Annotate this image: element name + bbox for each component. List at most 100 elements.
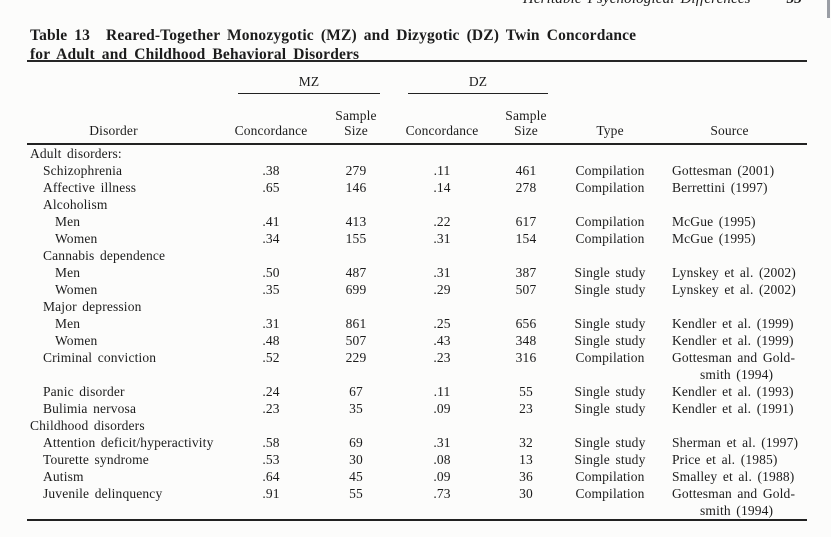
dz-concordance-value: .11: [433, 163, 451, 178]
mz-sample-size-value: 279: [345, 163, 367, 178]
disorder-label: Criminal conviction: [43, 350, 157, 365]
mz-concordance-value: .64: [262, 469, 280, 484]
mz-sample-size-value: 67: [349, 384, 363, 399]
type-value: Compilation: [575, 486, 645, 501]
disorder-label: Juvenile delinquency: [43, 486, 163, 501]
source-value: [652, 417, 807, 434]
table-row: Affective illness .65 146 .14 278 Compilation…: [27, 179, 807, 196]
table-row: Men .50 487 .31 387 Single study Lynskey et al…: [27, 264, 807, 281]
mz-concordance-value: [230, 144, 312, 162]
dz-concordance-value: .31: [433, 231, 451, 246]
dz-sample-size-value: [484, 298, 568, 315]
source-value: Sherman et al. (1997): [672, 435, 799, 450]
mz-sample-size-value: 155: [345, 231, 367, 246]
mz-concordance-value: .58: [262, 435, 280, 450]
dz-concordance-value: [400, 247, 484, 264]
running-head: Heritable Psychological Differences 33: [0, 0, 802, 8]
mz-sample-size-value: 861: [345, 316, 367, 331]
mz-group-header: MZ: [230, 68, 400, 94]
table-top-rule: [27, 60, 807, 62]
table-row: Adult disorders:: [27, 144, 807, 162]
disorder-label: Tourette syndrome: [43, 452, 149, 467]
disorder-label: Schizophrenia: [43, 163, 123, 178]
disorder-label: Women: [55, 282, 98, 297]
disorder-label: Alcoholism: [43, 197, 108, 212]
table-number-label: Table 13: [30, 27, 91, 44]
disorder-label: Women: [55, 231, 98, 246]
mz-concordance-value: .31: [262, 316, 280, 331]
page-number: 33: [787, 0, 802, 8]
mz-sample-size-value: 55: [349, 486, 363, 501]
mz-concordance-value: .23: [262, 401, 280, 416]
dz-sample-size-value: 617: [515, 214, 537, 229]
disorder-label: Major depression: [43, 299, 142, 314]
type-value: Compilation: [575, 163, 645, 178]
mz-concordance-value: [230, 196, 312, 213]
type-value: [568, 417, 652, 434]
disorder-label: Adult disorders:: [30, 146, 122, 161]
disorder-label: Cannabis dependence: [43, 248, 166, 263]
mz-sample-size-value: [312, 144, 400, 162]
dz-sample-size-value: 316: [515, 350, 537, 365]
dz-concordance-column-header: Concordance: [405, 123, 479, 138]
source-value: Gottesman (2001): [672, 163, 775, 178]
table-row: Men .31 861 .25 656 Single study Kendler et al…: [27, 315, 807, 332]
dz-sample-size-value: 55: [519, 384, 533, 399]
type-value: Single study: [574, 282, 646, 297]
dz-sample-size-value: [484, 247, 568, 264]
table-title-line2: for Adult and Childhood Behavioral Disor…: [30, 46, 360, 63]
dz-concordance-value: .09: [433, 401, 451, 416]
mz-sample-size-value: 507: [345, 333, 367, 348]
dz-concordance-value: .43: [433, 333, 451, 348]
running-head-title: Heritable Psychological Differences: [523, 0, 751, 8]
disorder-label: Panic disorder: [43, 384, 125, 399]
disorder-column-header: Disorder: [89, 123, 138, 138]
source-value: Berrettini (1997): [672, 180, 768, 195]
table-row: Alcoholism: [27, 196, 807, 213]
mz-sample-size-value: [312, 247, 400, 264]
type-value: Single study: [574, 401, 646, 416]
table-row: Panic disorder .24 67 .11 55 Single study Kend…: [27, 383, 807, 400]
table-row: Criminal conviction .52 229 .23 316 Compilati…: [27, 349, 807, 383]
mz-sample-size-value: [312, 298, 400, 315]
mz-concordance-value: [230, 298, 312, 315]
dz-sample-size-value: [484, 144, 568, 162]
mz-concordance-value: .24: [262, 384, 280, 399]
type-value: Single study: [574, 452, 646, 467]
type-value: [568, 247, 652, 264]
type-value: [568, 196, 652, 213]
mz-group-label: MZ: [238, 74, 380, 94]
dz-concordance-value: [400, 144, 484, 162]
dz-sample-size-column-header: Sample Size: [505, 108, 547, 138]
source-column-header: Source: [710, 123, 749, 138]
concordance-table: MZ DZ Disorder Concordance Sample Size C…: [27, 68, 808, 521]
table-row: Women .34 155 .31 154 Compilation McGue (1995): [27, 230, 807, 247]
source-value: Kendler et al. (1999): [672, 333, 794, 348]
table-row: Schizophrenia .38 279 .11 461 Compilation Gott…: [27, 162, 807, 179]
dz-concordance-value: .22: [433, 214, 451, 229]
mz-concordance-value: .65: [262, 180, 280, 195]
dz-concordance-value: .25: [433, 316, 451, 331]
disorder-label: Women: [55, 333, 98, 348]
empty-header-cell: [568, 68, 652, 94]
dz-sample-size-value: 32: [519, 435, 533, 450]
mz-concordance-value: [230, 417, 312, 434]
empty-header-cell: [27, 68, 230, 94]
empty-header-cell: [652, 68, 807, 94]
dz-sample-size-value: 461: [515, 163, 537, 178]
table-row: Childhood disorders: [27, 417, 807, 434]
mz-concordance-column-header: Concordance: [234, 123, 308, 138]
dz-group-label: DZ: [408, 74, 549, 94]
table-row: Bulimia nervosa .23 35 .09 23 Single study Ken…: [27, 400, 807, 417]
mz-sample-size-value: 487: [345, 265, 367, 280]
dz-concordance-value: .08: [433, 452, 451, 467]
dz-sample-size-value: 507: [515, 282, 537, 297]
mz-concordance-value: .48: [262, 333, 280, 348]
column-header-row: Disorder Concordance Sample Size Concord…: [27, 94, 807, 144]
mz-concordance-value: .35: [262, 282, 280, 297]
mz-sample-size-value: 146: [345, 180, 367, 195]
type-value: [568, 298, 652, 315]
dz-sample-size-value: 36: [519, 469, 533, 484]
source-value: Lynskey et al. (2002): [672, 265, 796, 280]
dz-sample-size-value: 387: [515, 265, 537, 280]
